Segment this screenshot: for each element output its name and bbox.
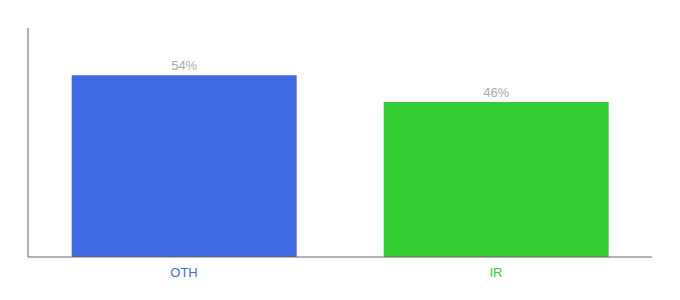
svg-text:OTH: OTH <box>170 265 197 280</box>
svg-text:54%: 54% <box>171 58 197 73</box>
svg-text:46%: 46% <box>483 85 509 100</box>
svg-text:IR: IR <box>490 265 503 280</box>
